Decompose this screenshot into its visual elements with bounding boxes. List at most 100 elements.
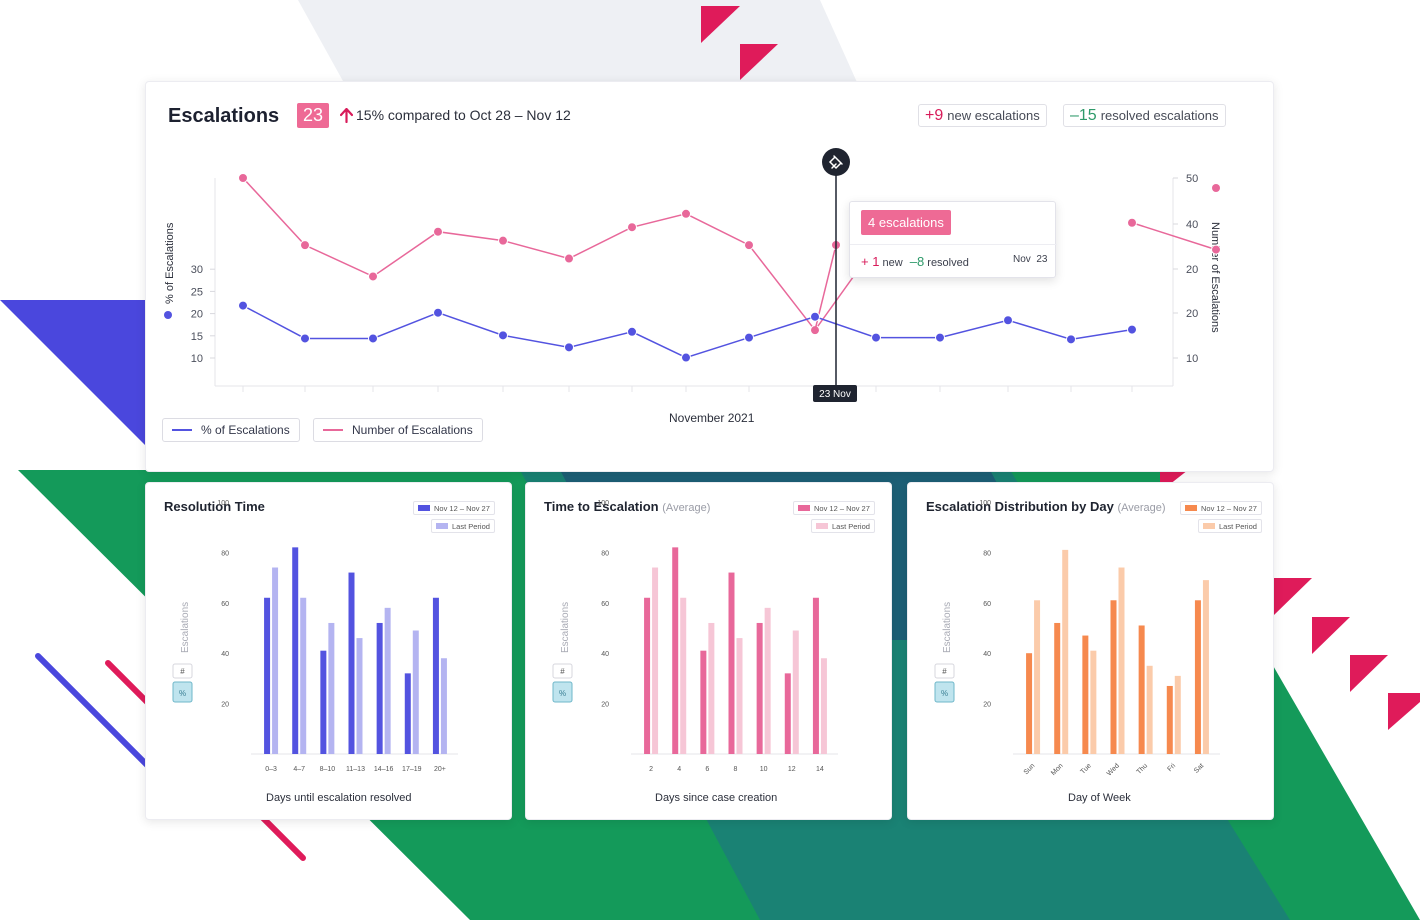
bg-blue-stroke — [35, 653, 165, 783]
bg-magenta-tri-6 — [1388, 693, 1420, 730]
bar-current-period — [348, 572, 355, 754]
legend-swatch — [436, 523, 448, 529]
point-number-of-escalations — [1211, 244, 1221, 255]
time-to-escalation-bar-chart: 100 80 60 40 20 Escalations #% 2 4 6 8 10 12 14 — [552, 500, 838, 773]
y-tick-label: 40 — [601, 651, 609, 658]
left-tick-label: 15 — [191, 331, 203, 343]
percent-icon: % — [941, 689, 948, 698]
x-tick-label: 8 — [734, 766, 738, 773]
hash-toggle-button — [172, 663, 193, 679]
point-percent-of-escalations — [433, 307, 443, 318]
point-percent-of-escalations — [627, 326, 637, 337]
x-axis-title: Days since case creation — [655, 792, 778, 804]
legend-current-period[interactable]: Nov 12 – Nov 27 — [793, 501, 875, 515]
new-escalations-pill[interactable]: +9 new escalations — [918, 104, 1047, 127]
x-tick-label: 2 — [649, 766, 653, 773]
y-tick-label: 20 — [221, 702, 229, 709]
bar-current-period — [784, 673, 791, 754]
resolved-escalations-pill[interactable]: –15 resolved escalations — [1063, 104, 1226, 127]
bar-last-period — [1062, 549, 1069, 754]
legend-swatch — [418, 505, 430, 511]
x-axis-title: Day of Week — [1068, 792, 1131, 804]
point-percent-of-escalations — [744, 332, 754, 343]
hash-icon: # — [180, 667, 185, 676]
bar-current-period — [320, 650, 327, 754]
x-tick-label: 6 — [705, 766, 709, 773]
legend-label: Number of Escalations — [352, 423, 473, 437]
distribution-by-day-bar-chart: 100 80 60 40 20 Escalations #% Sun Mon Tue Wed Thu F… — [934, 500, 1220, 778]
legend-label: Nov 12 – Nov 27 — [434, 503, 490, 513]
date-marker-label-bg — [813, 385, 857, 402]
y-tick-label: 80 — [221, 550, 229, 557]
page-title: Escalations — [168, 105, 280, 127]
legend-swatch-pink — [323, 429, 343, 431]
x-tick-label: 8–10 — [320, 766, 336, 773]
x-tick-label: 20+ — [434, 766, 446, 773]
legend-label: Last Period — [1219, 521, 1257, 531]
right-axis-label: Number of Escalations — [1209, 222, 1221, 333]
point-number-of-escalations — [627, 222, 637, 233]
point-percent-of-escalations — [300, 333, 310, 344]
tooltip-detail: + 1 new –8 resolved — [861, 254, 969, 269]
bar-current-period — [812, 597, 819, 754]
point-number-of-escalations — [498, 235, 508, 246]
bar-last-period — [736, 638, 743, 754]
legend-last-period[interactable]: Last Period — [811, 519, 875, 533]
legend-swatch — [816, 523, 828, 529]
legend-label: Nov 12 – Nov 27 — [814, 503, 870, 513]
legend-last-period[interactable]: Last Period — [1198, 519, 1262, 533]
tooltip-resolved-count: –8 — [909, 254, 925, 269]
bg-magenta-tri-3 — [1274, 578, 1312, 615]
legend-last-period[interactable]: Last Period — [431, 519, 495, 533]
x-tick-label: 17–19 — [402, 766, 422, 773]
right-tick-label: 40 — [1186, 219, 1198, 231]
x-tick-label: 4–7 — [293, 766, 305, 773]
bar-last-period — [440, 658, 447, 754]
hash-toggle-button — [552, 663, 573, 679]
card-subtitle: (Average) — [1117, 502, 1166, 514]
bar-current-period — [264, 597, 271, 754]
y-tick-label: 80 — [601, 550, 609, 557]
bar-last-period — [820, 658, 827, 754]
bar-last-period — [272, 567, 279, 754]
x-tick-label: 11–13 — [346, 766, 365, 773]
bar-current-period — [1082, 635, 1089, 754]
percent-toggle-button — [934, 681, 955, 703]
x-tick-label: 10 — [760, 766, 768, 773]
tooltip-divider — [850, 244, 1057, 245]
legend-swatch — [1185, 505, 1197, 511]
y-axis-label: Escalations — [942, 602, 953, 653]
bar-last-period — [384, 607, 391, 754]
arrow-up-icon — [340, 107, 353, 123]
bg-magenta-tri-2 — [740, 44, 778, 80]
point-percent-of-escalations — [871, 332, 881, 343]
legend-number-escalations[interactable]: Number of Escalations — [313, 418, 483, 442]
left-tick-label: 25 — [191, 286, 203, 298]
comparison-text: 15% compared to Oct 28 – Nov 12 — [340, 107, 571, 123]
y-tick-label: 60 — [601, 601, 609, 608]
bar-current-period — [1166, 685, 1173, 754]
point-percent-of-escalations — [238, 300, 248, 311]
x-tick-label: Thu — [1136, 762, 1150, 776]
legend-label: Last Period — [452, 521, 490, 531]
bar-current-period — [756, 622, 763, 754]
escalations-card: Escalations 23 15% compared to Oct 28 – … — [145, 81, 1274, 472]
card-title-text: Escalation Distribution by Day — [926, 499, 1114, 514]
series-line-number-of-escalations — [242, 177, 877, 332]
hash-icon: # — [942, 667, 947, 676]
left-axis-label: % of Escalations — [164, 222, 176, 304]
legend-percent-escalations[interactable]: % of Escalations — [162, 418, 300, 442]
bar-last-period — [1090, 650, 1097, 754]
card-title: Time to Escalation (Average) — [544, 499, 710, 514]
card-title-text: Time to Escalation — [544, 499, 659, 514]
resolved-escalations-count: –15 — [1070, 106, 1097, 124]
x-tick-label: 12 — [788, 766, 796, 773]
x-tick-label: Fri — [1166, 762, 1177, 773]
bar-current-period — [404, 673, 411, 754]
legend-current-period[interactable]: Nov 12 – Nov 27 — [413, 501, 495, 515]
legend-current-period[interactable]: Nov 12 – Nov 27 — [1180, 501, 1262, 515]
y-tick-label: 20 — [601, 702, 609, 709]
bar-current-period — [1138, 625, 1145, 754]
point-percent-of-escalations — [368, 333, 378, 344]
percent-toggle-button — [552, 681, 573, 703]
